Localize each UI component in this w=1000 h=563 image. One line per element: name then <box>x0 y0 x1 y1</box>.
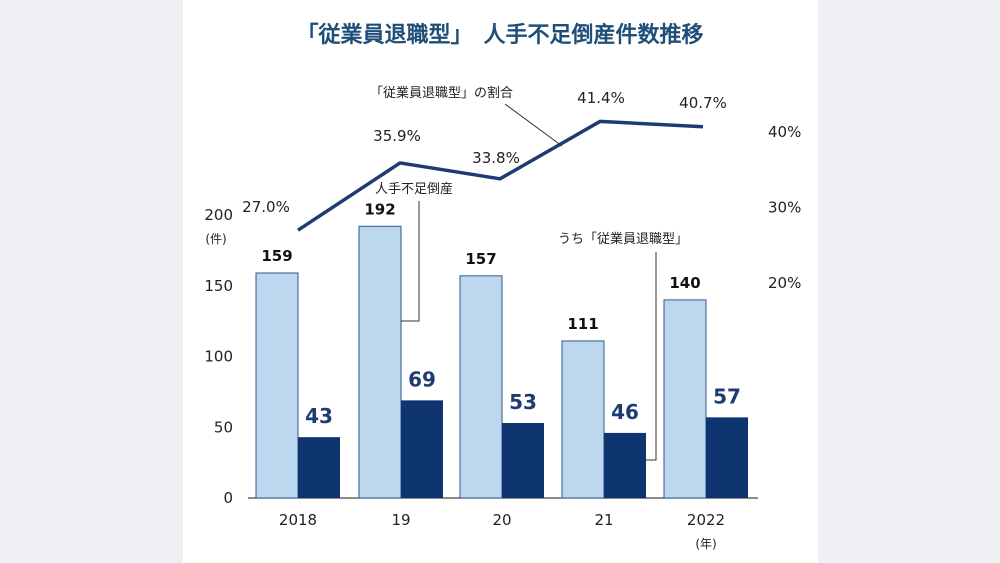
total-leader-line <box>401 201 420 322</box>
bar-total-label: 111 <box>567 315 598 333</box>
bar-total-label: 140 <box>669 274 700 292</box>
bar-employee-leave-label: 53 <box>509 390 537 414</box>
y-tick-label: 50 <box>214 418 233 436</box>
right-tick-label: 40% <box>768 123 801 141</box>
ratio-point-label: 40.7% <box>679 94 727 112</box>
x-tick-label: 19 <box>391 511 410 529</box>
x-tick-label: 2022 <box>687 511 725 529</box>
bar-employee-leave-label: 69 <box>408 367 436 391</box>
bar-total <box>459 275 503 499</box>
total-series-annotation: 人手不足倒産 <box>375 181 453 197</box>
ratio-line <box>297 119 704 232</box>
ratio-point-label: 35.9% <box>373 127 421 145</box>
bar-employee-leave-label: 43 <box>305 404 333 428</box>
employee-leader-line <box>645 252 657 461</box>
bar-employee-leave <box>298 437 340 498</box>
bar-total-label: 159 <box>261 247 292 265</box>
x-tick-label: 20 <box>492 511 511 529</box>
y-tick-label: 150 <box>204 277 233 295</box>
bar-employee-leave <box>604 432 646 498</box>
bar-total <box>358 225 402 499</box>
y-tick-label: 200 <box>204 206 233 224</box>
y-unit-label: (件) <box>205 232 226 246</box>
bar-total <box>561 340 605 499</box>
bar-total <box>255 272 299 499</box>
y-tick-label: 0 <box>223 489 233 507</box>
bar-employee-leave <box>706 417 748 498</box>
ratio-point-label: 27.0% <box>242 198 290 216</box>
x-unit-label: (年) <box>695 537 716 551</box>
x-tick-label: 21 <box>594 511 613 529</box>
chart-title: 「従業員退職型」 人手不足倒産件数推移 <box>296 22 703 48</box>
ratio-leader-line <box>504 103 563 147</box>
bar-employee-leave-label: 57 <box>713 384 741 408</box>
ratio-line-annotation: 「従業員退職型」の割合 <box>370 85 513 101</box>
right-tick-label: 30% <box>768 199 801 217</box>
y-tick-label: 100 <box>204 348 233 366</box>
bar-employee-leave <box>401 400 443 498</box>
x-tick-label: 2018 <box>279 511 317 529</box>
ratio-point-label: 33.8% <box>472 149 520 167</box>
bar-employee-leave-label: 46 <box>611 400 639 424</box>
bar-total-label: 192 <box>364 200 395 218</box>
ratio-point-label: 41.4% <box>577 89 625 107</box>
bar-total <box>663 299 707 499</box>
bar-employee-leave <box>502 423 544 498</box>
bar-total-label: 157 <box>465 250 496 268</box>
right-tick-label: 20% <box>768 274 801 292</box>
employee-series-annotation: うち「従業員退職型」 <box>558 231 688 247</box>
